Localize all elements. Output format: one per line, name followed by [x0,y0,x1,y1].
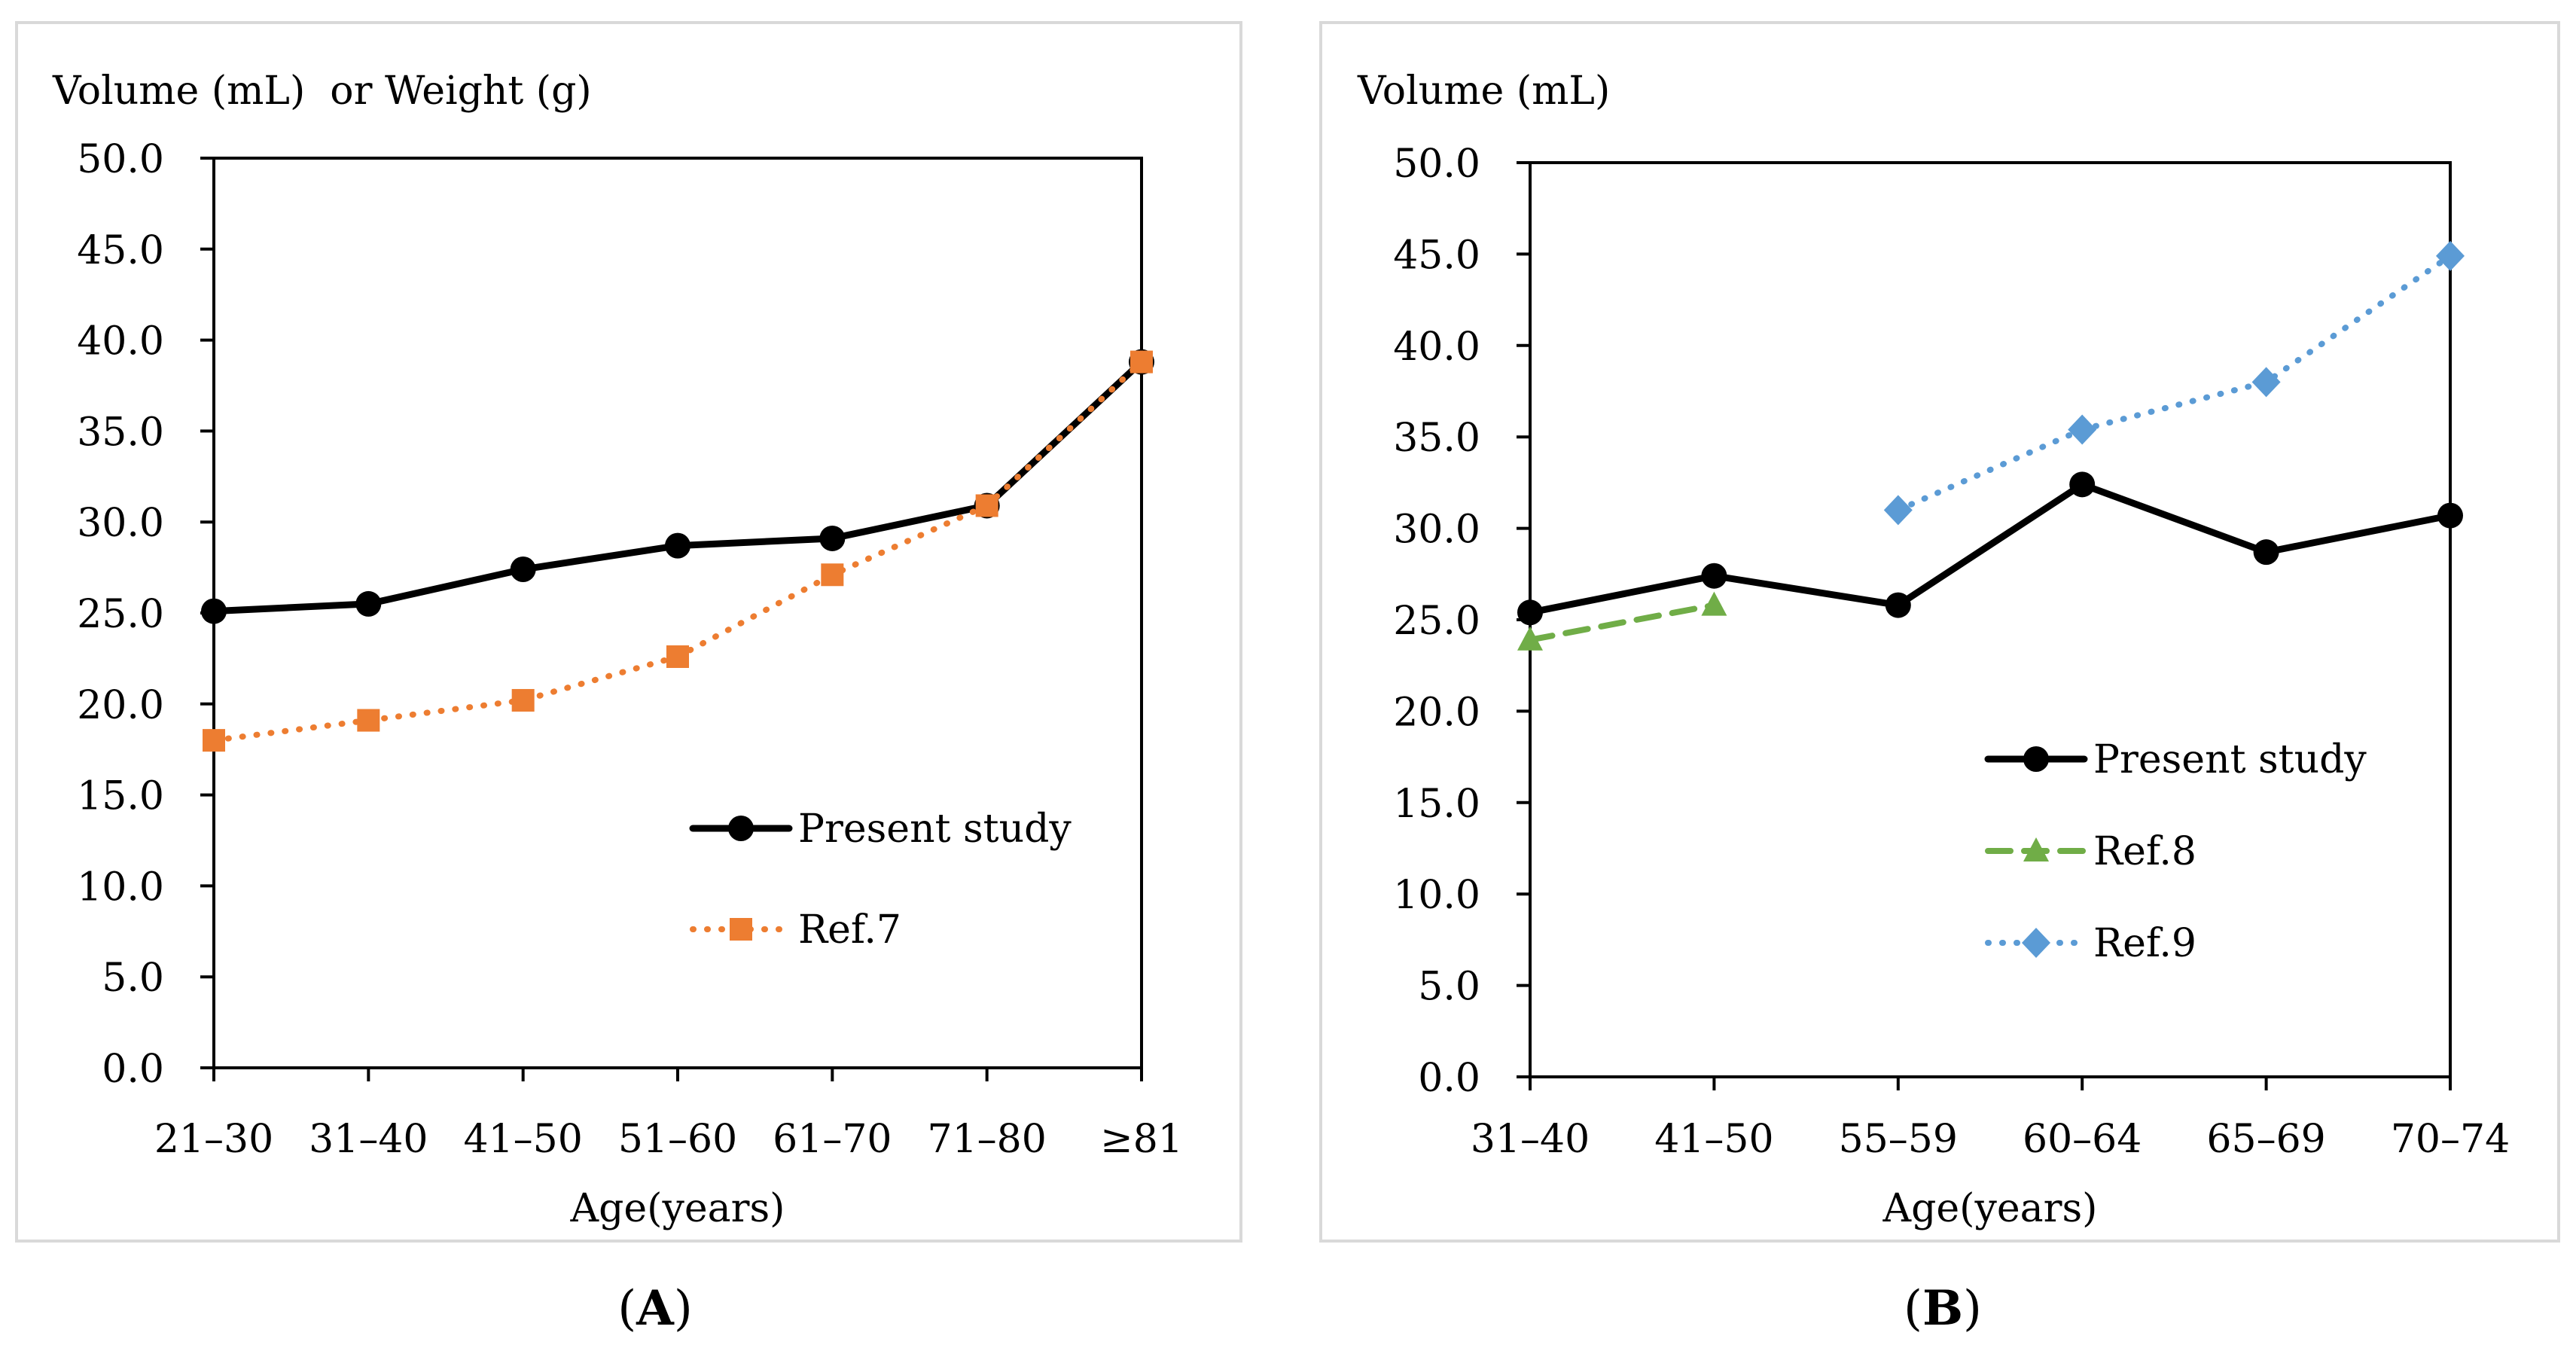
data-point-present-study [510,557,536,583]
series-ref-8 [1517,591,1727,651]
series-present-study [1517,471,2463,626]
series-ref-7 [203,350,1153,752]
y-tick-label: 15.0 [1393,782,1480,827]
legend-label-ref-9: Ref.9 [2093,921,2196,966]
y-tick-label: 30.0 [1393,508,1480,553]
y-tick-label: 50.0 [1393,142,1480,187]
y-tick-label: 20.0 [1393,690,1480,735]
x-tick-label: 60–64 [2023,1117,2142,1162]
x-tick-label: 71–80 [927,1117,1046,1162]
legend-label-present-study: Present study [2093,737,2367,782]
y-tick-label: 20.0 [77,683,164,728]
y-tick-label: 40.0 [77,319,164,364]
y-tick-label: 35.0 [77,410,164,455]
data-point-present-study [2069,471,2096,498]
data-point-ref-7 [666,645,689,668]
data-point-ref-8 [1517,626,1543,651]
y-tick-label: 5.0 [102,956,164,1001]
y-tick-label: 45.0 [1393,233,1480,278]
data-point-ref-7 [1130,350,1153,374]
data-point-ref-9 [2436,240,2465,271]
x-tick-label: 41–50 [1654,1117,1773,1162]
legend: Present study Ref.7 [689,807,1072,953]
series-line-ref-9 [1895,252,2453,514]
data-point-present-study [355,590,382,617]
y-tick-label: 40.0 [1393,325,1480,370]
data-point-ref-9 [2068,414,2097,445]
x-axis-title: Age(years) [570,1186,785,1231]
panel-label-b: (B) [1903,1280,1983,1337]
y-tick-label: 15.0 [77,774,164,819]
chart-panel-b: 0.0 5.0 10.0 15.0 20.0 25.0 30.0 35.0 40.0 45.0 50… [1319,21,2560,1243]
data-point-present-study [1885,592,1911,618]
data-point-present-study [201,598,227,624]
y-tick-label: 10.0 [1393,873,1480,918]
data-point-present-study [2437,502,2463,529]
legend-label-ref-8: Ref.8 [2093,829,2196,874]
chart-frame [15,21,1242,1243]
y-tick-label: 0.0 [102,1047,164,1092]
panel-label-a: (A) [617,1280,693,1337]
y-tick-label: 10.0 [77,865,164,910]
legend-label-ref-7: Ref.7 [798,907,901,953]
legend-marker-present-study [728,816,754,841]
y-tick-label: 30.0 [77,501,164,546]
chart-panel-a: 0.0 5.0 10.0 15.0 20.0 25.0 30.0 35.0 40.0 45.0 50… [15,21,1242,1243]
data-point-ref-7 [511,688,535,712]
y-tick-label: 35.0 [1393,416,1480,461]
y-tick-label: 50.0 [77,137,164,182]
y-tick-label: 5.0 [1418,965,1480,1010]
data-point-present-study [819,525,846,551]
chart-frame [1319,21,2560,1243]
x-axis-title: Age(years) [1882,1186,2098,1231]
series-line-present-study [1526,480,2454,616]
legend-marker-ref-7 [730,918,752,941]
data-point-ref-9 [2251,367,2281,398]
data-point-ref-7 [203,729,225,752]
data-point-present-study [1517,599,1543,626]
x-tick-label: 55–59 [1839,1117,1958,1162]
x-tick-label: 61–70 [773,1117,892,1162]
data-point-ref-7 [821,563,844,587]
y-tick-label: 0.0 [1418,1056,1480,1101]
data-point-present-study [665,532,690,559]
x-tick-label: 51–60 [618,1117,737,1162]
y-axis-title: Volume (mL) [1357,69,1610,114]
data-point-present-study [1701,563,1727,589]
legend: Present study Ref.8 Ref.9 [1984,737,2367,966]
legend-marker-ref-8 [2023,837,2049,861]
data-point-ref-8 [1701,591,1727,616]
x-tick-label: 31–40 [309,1117,428,1162]
legend-marker-present-study [2023,746,2049,772]
series-line-ref-8 [1527,602,1718,643]
x-tick-label: 65–69 [2206,1117,2325,1162]
x-tick-label: 21–30 [154,1117,273,1162]
legend-marker-ref-9 [2022,928,2050,958]
y-tick-label: 25.0 [77,592,164,637]
x-tick-label: 31–40 [1471,1117,1590,1162]
x-tick-label: 41–50 [463,1117,582,1162]
series-ref-9 [1883,240,2465,526]
y-tick-label: 45.0 [77,228,164,273]
data-point-ref-7 [975,494,998,517]
y-axis-title: Volume (mL) or Weight (g) [52,69,592,114]
x-tick-label: ≥81 [1100,1117,1183,1162]
data-point-present-study [2253,539,2279,566]
x-tick-label: 70–74 [2391,1117,2510,1162]
data-point-ref-7 [357,709,380,732]
y-tick-label: 25.0 [1393,599,1480,644]
legend-label-present-study: Present study [798,807,1072,852]
data-point-ref-9 [1883,495,1913,526]
